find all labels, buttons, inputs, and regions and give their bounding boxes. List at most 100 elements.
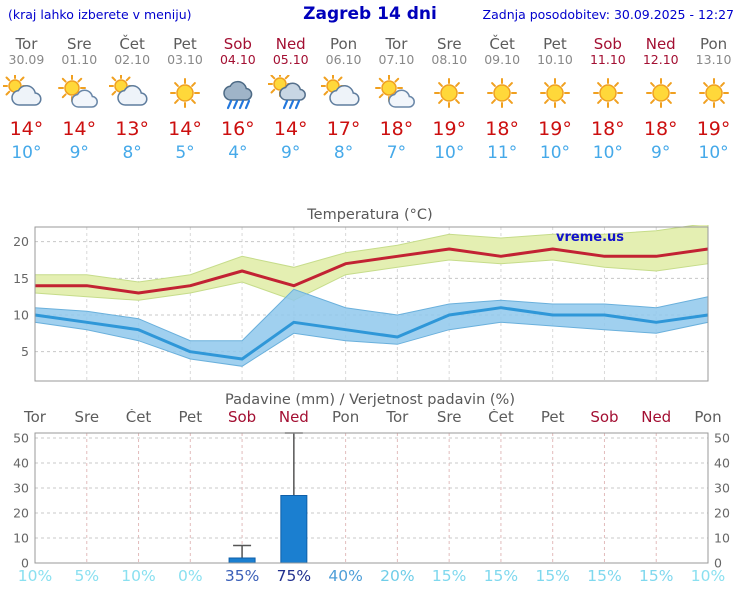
low-temperature: 10° <box>698 142 729 163</box>
forecast-day-column[interactable]: Sre 01.10 14° 9° <box>53 36 106 163</box>
low-temperature: 11° <box>487 142 518 163</box>
forecast-day-column[interactable]: Ned 12.10 18° 9° <box>634 36 687 163</box>
high-temperature: 18° <box>379 117 414 140</box>
forecast-day-column[interactable]: Čet 02.10 13° 8° <box>106 36 159 163</box>
precip-day-label: Sob <box>590 409 618 426</box>
precip-y-tick-left: 40 <box>13 456 29 471</box>
day-name: Čet <box>489 35 515 53</box>
precip-y-tick-right: 10 <box>714 531 730 546</box>
precip-day-label: Tor <box>385 409 409 426</box>
probability-label: 15% <box>535 567 569 585</box>
precip-day-label: Sre <box>74 409 99 426</box>
day-name: Ned <box>645 35 676 53</box>
precip-y-tick-left: 20 <box>13 506 29 521</box>
day-date: 04.10 <box>219 51 256 67</box>
probability-label: 35% <box>225 567 259 585</box>
day-date: 05.10 <box>272 51 309 67</box>
day-name: Sob <box>223 35 252 53</box>
precip-day-label: Čet <box>126 409 152 426</box>
probability-label: 10% <box>121 567 155 585</box>
rain-icon <box>211 75 264 115</box>
rain-sun-icon <box>264 74 317 115</box>
precip-y-tick-right: 40 <box>714 456 730 471</box>
last-update-text: Zadnja posodobitev: 30.09.2025 - 12:27 <box>482 7 734 22</box>
probability-label: 5% <box>74 567 99 585</box>
precip-day-label: Ned <box>641 409 671 426</box>
probability-label: 10% <box>691 567 725 585</box>
page-title: Zagreb 14 dni <box>303 4 437 24</box>
high-temperature: 18° <box>643 117 678 140</box>
sun-cloud-icon <box>370 74 423 115</box>
day-date: 11.10 <box>589 51 626 67</box>
precip-day-label: Pon <box>332 409 359 426</box>
forecast-day-column[interactable]: Sre 08.10 19° 10° <box>423 36 476 163</box>
forecast-day-column[interactable]: Sob 04.10 16° 4° <box>211 36 264 163</box>
forecast-day-column[interactable]: Pon 06.10 17° 8° <box>317 36 370 163</box>
forecast-day-column[interactable]: Pet 03.10 14° 5° <box>159 36 212 163</box>
watermark-text: vreme.us <box>556 230 624 245</box>
precip-day-label: Pet <box>541 409 565 426</box>
forecast-day-column[interactable]: Tor 07.10 18° 7° <box>370 36 423 163</box>
day-date: 07.10 <box>378 51 415 67</box>
precip-y-tick-right: 0 <box>714 556 722 571</box>
probability-label: 15% <box>639 567 673 585</box>
temperature-chart-title: Temperatura (°C) <box>307 207 433 224</box>
day-date: 08.10 <box>431 51 468 67</box>
precip-day-label: Sre <box>437 409 462 426</box>
precip-y-tick-left: 10 <box>13 531 29 546</box>
low-temperature: 10° <box>434 142 465 163</box>
low-temperature: 9° <box>69 142 89 163</box>
forecast-days-row: Tor 30.09 14° 10° Sre 01.10 14° 9° Čet 02.10 13° 8°… <box>0 36 740 163</box>
day-name: Ned <box>275 35 306 53</box>
probability-label: 15% <box>432 567 466 585</box>
cloud-sun-icon <box>0 74 53 115</box>
precip-bar <box>280 495 308 564</box>
chart-border <box>34 226 709 382</box>
sun-icon <box>476 75 529 115</box>
forecast-day-column[interactable]: Čet 09.10 18° 11° <box>476 36 529 163</box>
sun-icon <box>529 75 582 115</box>
probability-label: 15% <box>484 567 518 585</box>
low-temperature: 8° <box>122 142 142 163</box>
probability-label: 75% <box>277 567 311 585</box>
low-temperature: 5° <box>175 142 195 163</box>
temperature-chart: 5 10 15 20 vreme.us <box>13 225 709 382</box>
day-name: Pet <box>543 35 567 53</box>
high-temperature: 14° <box>62 117 97 140</box>
sun-icon <box>423 75 476 115</box>
day-name: Tor <box>385 35 408 53</box>
temp-y-tick-label: 20 <box>13 234 29 249</box>
day-name: Pon <box>699 35 728 53</box>
cloud-sun-icon <box>317 74 370 115</box>
day-date: 30.09 <box>8 51 45 67</box>
day-name: Pon <box>329 35 358 53</box>
low-temperature: 8° <box>333 142 354 163</box>
probability-label: 10% <box>18 567 52 585</box>
day-date: 09.10 <box>484 51 521 67</box>
low-temperature: 7° <box>386 142 407 163</box>
high-temperature: 16° <box>221 117 255 140</box>
day-name: Tor <box>15 35 38 53</box>
forecast-day-column[interactable]: Pet 10.10 19° 10° <box>529 36 582 163</box>
day-date: 03.10 <box>167 51 203 67</box>
precip-y-tick-right: 20 <box>714 506 730 521</box>
forecast-day-column[interactable]: Tor 30.09 14° 10° <box>0 36 53 163</box>
day-name: Sob <box>593 35 622 53</box>
high-temperature: 18° <box>485 117 519 140</box>
day-date: 10.10 <box>537 51 573 67</box>
temp-max-line <box>35 247 709 295</box>
high-temperature: 19° <box>432 117 467 140</box>
precip-day-label: Ned <box>279 409 309 426</box>
page-header: (kraj lahko izberete v meniju) Zagreb 14… <box>0 0 740 32</box>
precip-bar <box>228 557 256 564</box>
day-name: Sre <box>436 35 462 53</box>
forecast-day-column[interactable]: Sob 11.10 18° 10° <box>581 36 634 163</box>
temp-y-tick-label: 10 <box>13 308 29 323</box>
day-date: 13.10 <box>695 51 732 67</box>
day-date: 02.10 <box>114 51 151 67</box>
precip-y-tick-right: 50 <box>714 431 730 446</box>
forecast-day-column[interactable]: Ned 05.10 14° 9° <box>264 36 317 163</box>
high-temperature: 14° <box>168 117 202 140</box>
precip-y-tick-left: 30 <box>13 481 29 496</box>
forecast-day-column[interactable]: Pon 13.10 19° 10° <box>687 36 740 163</box>
